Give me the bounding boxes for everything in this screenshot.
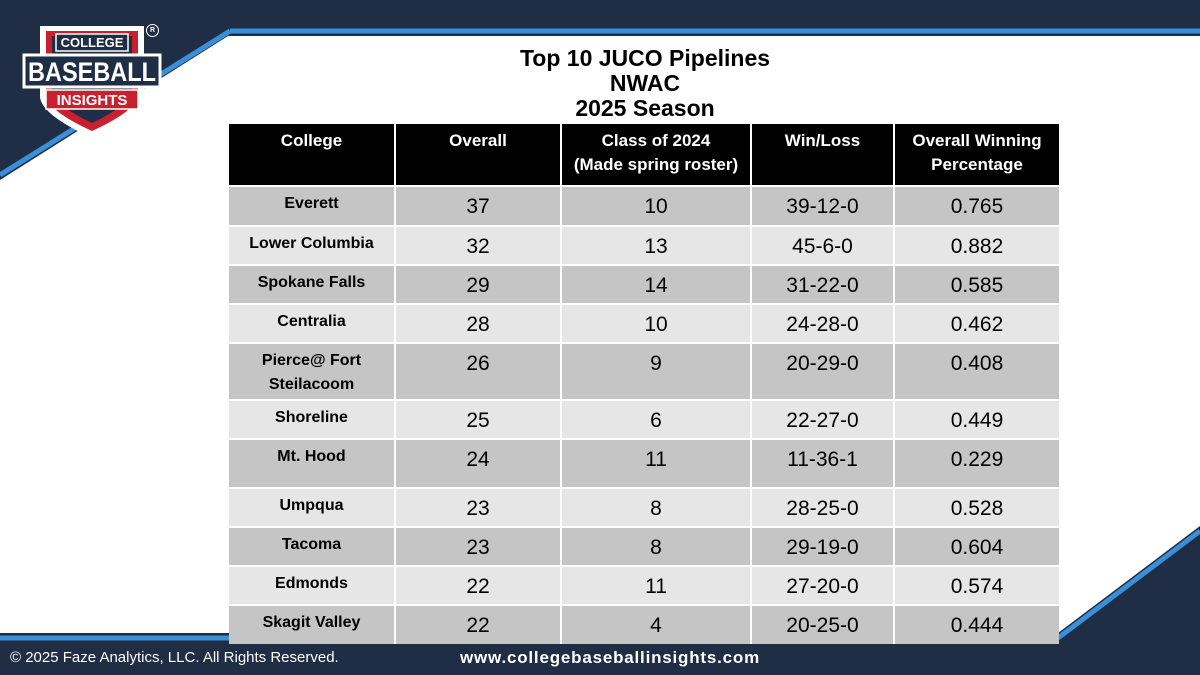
logo-top-text: COLLEGE [61, 35, 124, 50]
title-line-1: Top 10 JUCO Pipelines [519, 45, 771, 71]
table-row: Skagit Valley 22 4 20-25-0 0.444 [229, 604, 1059, 644]
class-2024-cell: 9 [560, 342, 751, 400]
column-header-college: College [229, 124, 395, 187]
table-row: Tacoma 23 8 29-19-0 0.604 [229, 526, 1059, 566]
class-2024-cell: 11 [560, 565, 751, 605]
table-row: Centralia 28 10 24-28-0 0.462 [229, 303, 1059, 343]
winning-pct-cell: 0.229 [893, 438, 1059, 488]
college-cell: Edmonds [229, 565, 395, 605]
class-2024-cell: 8 [560, 487, 751, 527]
overall-cell: 24 [394, 438, 561, 488]
win-loss-cell: 20-25-0 [750, 604, 894, 644]
class-2024-cell: 10 [560, 303, 751, 343]
overall-cell: 28 [394, 303, 561, 343]
college-cell: Tacoma [229, 526, 395, 566]
overall-cell: 26 [394, 342, 561, 400]
pipelines-table: College Overall Class of 2024 (Made spri… [229, 124, 1059, 644]
column-header-overall: Overall [394, 124, 561, 187]
column-header-class-of-2024: Class of 2024 (Made spring roster) [560, 124, 751, 187]
overall-cell: 29 [394, 264, 561, 304]
college-cell: Skagit Valley [229, 604, 395, 644]
website-url: www.collegebaseballinsights.com [460, 648, 761, 667]
winning-pct-cell: 0.574 [893, 565, 1059, 605]
win-loss-cell: 27-20-0 [750, 565, 894, 605]
class-2024-cell: 13 [560, 225, 751, 265]
table-row: Shoreline 25 6 22-27-0 0.449 [229, 399, 1059, 439]
college-baseball-insights-logo: COLLEGE BASEBALL INSIGHTS [22, 26, 162, 138]
logo-main-text: BASEBALL [28, 57, 156, 87]
college-cell: Spokane Falls [229, 264, 395, 304]
winning-pct-cell: 0.604 [893, 526, 1059, 566]
table-row: Lower Columbia 32 13 45-6-0 0.882 [229, 225, 1059, 265]
winning-pct-cell: 0.449 [893, 399, 1059, 439]
overall-cell: 23 [394, 526, 561, 566]
winning-pct-cell: 0.444 [893, 604, 1059, 644]
college-cell: Lower Columbia [229, 225, 395, 265]
college-cell: Centralia [229, 303, 395, 343]
college-cell: Umpqua [229, 487, 395, 527]
win-loss-cell: 22-27-0 [750, 399, 894, 439]
winning-pct-cell: 0.408 [893, 342, 1059, 400]
win-loss-cell: 31-22-0 [750, 264, 894, 304]
class-2024-cell: 6 [560, 399, 751, 439]
registered-mark-icon: R [146, 24, 159, 37]
win-loss-cell: 45-6-0 [750, 225, 894, 265]
win-loss-cell: 28-25-0 [750, 487, 894, 527]
win-loss-cell: 11-36-1 [750, 438, 894, 488]
class-2024-cell: 10 [560, 185, 751, 226]
overall-cell: 25 [394, 399, 561, 439]
class-2024-cell: 11 [560, 438, 751, 488]
college-cell: Everett [229, 185, 395, 226]
college-cell: Shoreline [229, 399, 395, 439]
table-row: Spokane Falls 29 14 31-22-0 0.585 [229, 264, 1059, 304]
class-2024-cell: 8 [560, 526, 751, 566]
overall-cell: 37 [394, 185, 561, 226]
title-line-3: 2025 Season [575, 95, 715, 121]
overall-cell: 23 [394, 487, 561, 527]
title-line-2: NWAC [609, 70, 681, 96]
table-row: Pierce@ Fort Steilacoom 26 9 20-29-0 0.4… [229, 342, 1059, 400]
copyright-notice: © 2025 Faze Analytics, LLC. All Rights R… [10, 649, 339, 666]
winning-pct-cell: 0.528 [893, 487, 1059, 527]
win-loss-cell: 24-28-0 [750, 303, 894, 343]
table-row: Umpqua 23 8 28-25-0 0.528 [229, 487, 1059, 527]
column-header-win-loss: Win/Loss [750, 124, 894, 187]
class-2024-cell: 14 [560, 264, 751, 304]
college-cell: Pierce@ Fort Steilacoom [229, 342, 395, 400]
winning-pct-cell: 0.765 [893, 185, 1059, 226]
class-2024-cell: 4 [560, 604, 751, 644]
college-cell: Mt. Hood [229, 438, 395, 488]
winning-pct-cell: 0.882 [893, 225, 1059, 265]
win-loss-cell: 39-12-0 [750, 185, 894, 226]
table-row: Mt. Hood 24 11 11-36-1 0.229 [229, 438, 1059, 488]
winning-pct-cell: 0.585 [893, 264, 1059, 304]
table-header-row: College Overall Class of 2024 (Made spri… [229, 124, 1059, 187]
column-header-winning-percentage: Overall Winning Percentage [893, 124, 1059, 187]
win-loss-cell: 20-29-0 [750, 342, 894, 400]
page-title: Top 10 JUCO Pipelines NWAC 2025 Season [420, 46, 870, 121]
table-row: Edmonds 22 11 27-20-0 0.574 [229, 565, 1059, 605]
win-loss-cell: 29-19-0 [750, 526, 894, 566]
winning-pct-cell: 0.462 [893, 303, 1059, 343]
logo-bottom-text: INSIGHTS [57, 92, 128, 109]
table-row: Everett 37 10 39-12-0 0.765 [229, 185, 1059, 226]
overall-cell: 22 [394, 604, 561, 644]
overall-cell: 22 [394, 565, 561, 605]
overall-cell: 32 [394, 225, 561, 265]
